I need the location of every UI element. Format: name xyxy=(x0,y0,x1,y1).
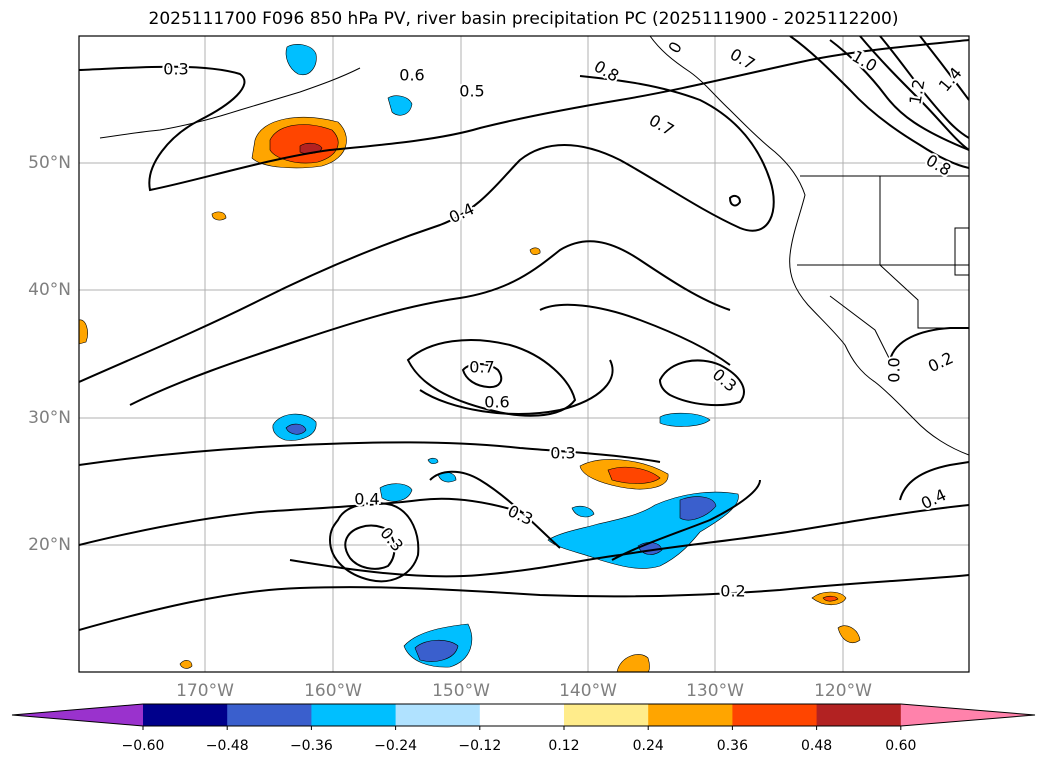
colorbar-tick-label: 0.36 xyxy=(716,738,748,754)
colorbar-tick-label: −0.36 xyxy=(289,738,333,754)
lon-label-150w: 150°W xyxy=(432,681,490,701)
colorbar-tick-label: 0.60 xyxy=(885,738,917,754)
contour-label: 0.6 xyxy=(484,393,509,412)
contour-label: 0.7 xyxy=(469,358,494,377)
coastlines xyxy=(99,36,969,456)
contour-label: 0.2 xyxy=(720,582,745,601)
colorbar-tick-label: −0.48 xyxy=(205,738,249,754)
pv-contours xyxy=(79,36,969,631)
lat-label-40n: 40°N xyxy=(28,280,71,300)
contour-label: 0.6 xyxy=(399,66,424,85)
colorbar-tick-label: 0.24 xyxy=(632,738,664,754)
colorbar-tick-label: −0.60 xyxy=(121,738,165,754)
lat-label-20n: 20°N xyxy=(28,535,71,555)
lat-label-50n: 50°N xyxy=(28,153,71,173)
contour-label: 0.4 xyxy=(354,490,379,509)
contour-label: 0.0 xyxy=(885,357,904,382)
lon-label-130w: 130°W xyxy=(686,681,744,701)
colorbar-tick-label: 0.48 xyxy=(801,738,833,754)
colorbar-tick-label: 0.12 xyxy=(548,738,580,754)
precip-fills xyxy=(79,44,861,672)
contour-label: 0.3 xyxy=(550,444,575,463)
lon-label-120w: 120°W xyxy=(814,681,872,701)
plot-title: 2025111700 F096 850 hPa PV, river basin … xyxy=(148,9,899,29)
plot-frame xyxy=(78,35,970,673)
lon-label-160w: 160°W xyxy=(304,681,362,701)
lon-label-140w: 140°W xyxy=(559,681,617,701)
contour-label: 0.3 xyxy=(163,60,188,79)
colorbar-tick-label: −0.24 xyxy=(374,738,418,754)
lon-label-170w: 170°W xyxy=(176,681,234,701)
lat-label-30n: 30°N xyxy=(28,408,71,428)
contour-label: 0.5 xyxy=(459,82,484,101)
colorbar-tick-label: −0.12 xyxy=(458,738,502,754)
